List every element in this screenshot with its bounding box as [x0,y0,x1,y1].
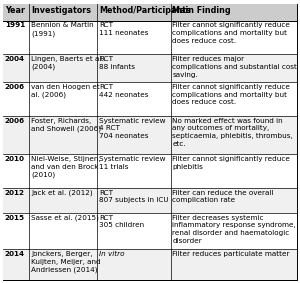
Text: RCT
88 infants: RCT 88 infants [99,56,135,70]
Text: RCT
305 children: RCT 305 children [99,215,144,228]
Text: RCT
807 subjects in ICU: RCT 807 subjects in ICU [99,190,169,203]
Text: Lingen, Baerts et al.
(2004): Lingen, Baerts et al. (2004) [31,56,104,70]
Text: 2015: 2015 [5,215,25,221]
Text: Filter cannot significantly reduce
complications and mortality but
does reduce c: Filter cannot significantly reduce compl… [172,84,290,106]
Text: Investigators: Investigators [31,6,91,15]
Text: van den Hoogen et
al. (2006): van den Hoogen et al. (2006) [31,84,100,98]
Bar [3,54,297,82]
Text: 1991: 1991 [5,22,25,29]
Text: RCT
442 neonates: RCT 442 neonates [99,84,148,98]
Bar [3,116,297,154]
Text: Systematic review
4 RCT
704 neonates: Systematic review 4 RCT 704 neonates [99,117,165,139]
Text: Filter cannot significantly reduce
complications and mortality but
does reduce c: Filter cannot significantly reduce compl… [172,22,290,44]
Text: Filter can reduce the overall
complication rate: Filter can reduce the overall complicati… [172,190,274,203]
Text: Bennion & Martin
(1991): Bennion & Martin (1991) [31,22,94,37]
Bar [3,188,297,213]
Text: 2006: 2006 [5,84,25,90]
Text: Niel-Weise, Stijnen,
and van den Brock
(2010): Niel-Weise, Stijnen, and van den Brock (… [31,156,101,178]
Text: Foster, Richards,
and Showell (2006): Foster, Richards, and Showell (2006) [31,117,101,132]
Text: Method/Participants: Method/Participants [99,6,190,15]
Text: Filter decreases systemic
inflammatory response syndrome,
renal disorder and hae: Filter decreases systemic inflammatory r… [172,215,296,244]
Text: 2010: 2010 [5,156,25,162]
Text: Filter reduces particulate matter: Filter reduces particulate matter [172,251,290,257]
Bar [3,213,297,249]
Text: Jack et al. (2012): Jack et al. (2012) [31,190,93,196]
Bar [3,249,297,280]
Text: No marked effect was found in
any outcomes of mortality,
septicaemia, phlebitis,: No marked effect was found in any outcom… [172,117,293,147]
Text: Sasse et al. (2015): Sasse et al. (2015) [31,215,99,221]
Text: 2004: 2004 [5,56,25,62]
Bar [3,4,297,21]
Text: Year: Year [5,6,25,15]
Bar [3,82,297,116]
Text: 2014: 2014 [5,251,25,257]
Text: Filter reduces major
complications and substantial cost
saving.: Filter reduces major complications and s… [172,56,297,78]
Text: 2012: 2012 [5,190,25,196]
Text: Jonckers, Berger,
Kuijten, Meijer, and
Andriessen (2014): Jonckers, Berger, Kuijten, Meijer, and A… [31,251,101,273]
Text: RCT
111 neonates: RCT 111 neonates [99,22,148,36]
Bar [3,21,297,54]
Text: In vitro: In vitro [99,251,124,257]
Text: Main Finding: Main Finding [172,6,231,15]
Text: Filter cannot significantly reduce
phlebitis: Filter cannot significantly reduce phleb… [172,156,290,170]
Text: 2006: 2006 [5,117,25,124]
Bar [3,154,297,188]
Text: Systematic review
11 trials: Systematic review 11 trials [99,156,165,170]
